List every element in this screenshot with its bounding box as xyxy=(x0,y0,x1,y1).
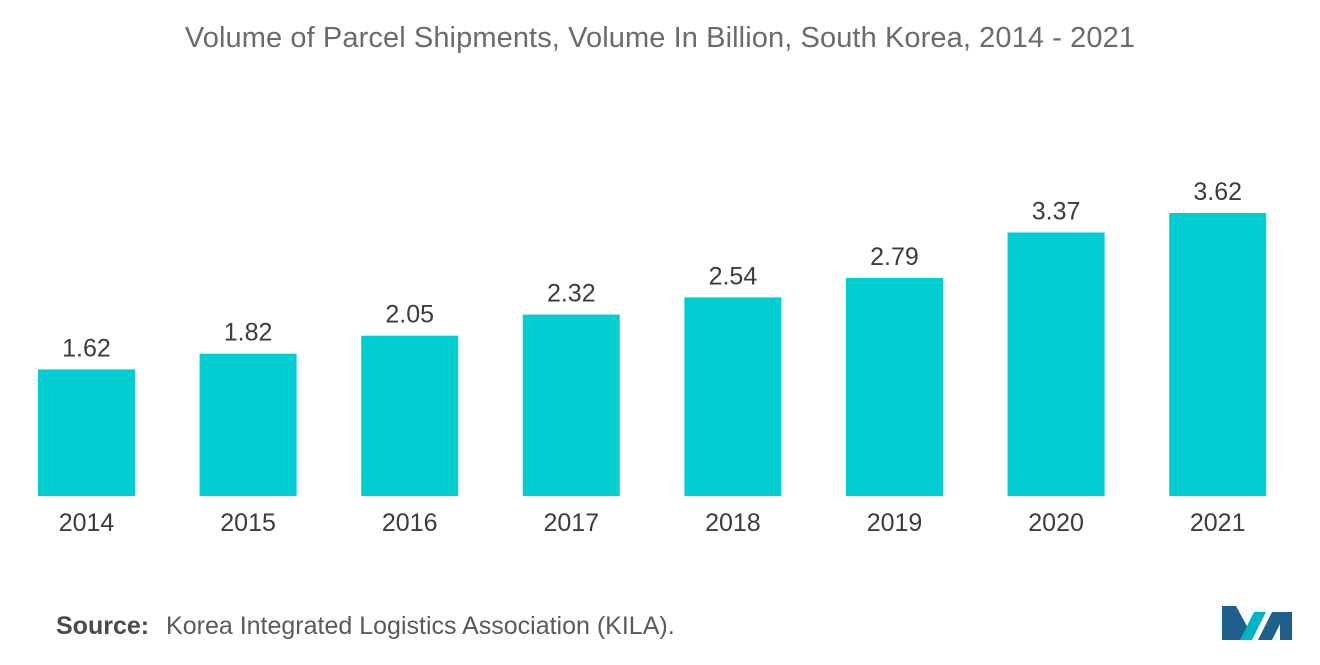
value-label-2014: 1.62 xyxy=(62,334,111,362)
bar-2015 xyxy=(199,353,297,496)
source-note: Source: Korea Integrated Logistics Assoc… xyxy=(56,612,675,641)
x-tick-label-2021: 2021 xyxy=(1190,509,1246,537)
x-tick-label-2019: 2019 xyxy=(867,509,923,537)
x-tick-label-2016: 2016 xyxy=(382,509,438,537)
value-label-2020: 3.37 xyxy=(1032,198,1081,226)
x-tick-label-2014: 2014 xyxy=(59,509,115,537)
value-labels-group: 1.62 1.82 2.05 2.32 2.54 2.79 3.37 3.62 xyxy=(62,178,1242,362)
x-tick-label-2018: 2018 xyxy=(705,509,761,537)
bar-2020 xyxy=(1007,232,1105,496)
bar-2014 xyxy=(38,369,135,496)
bar-2016 xyxy=(361,335,459,496)
bar-2018 xyxy=(684,297,782,496)
bar-chart: 1.621.822.052.322.542.793.373.62 2014 201… xyxy=(38,178,1267,537)
logo-shape-right xyxy=(1258,612,1292,640)
bar-2019 xyxy=(846,277,943,496)
chart-title: Volume of Parcel Shipments, Volume In Bi… xyxy=(184,22,1136,54)
value-label-2015: 1.82 xyxy=(224,319,273,347)
bars-group xyxy=(38,213,1267,496)
source-text: Korea Integrated Logistics Association (… xyxy=(166,612,675,640)
x-tick-label-2020: 2020 xyxy=(1028,509,1084,537)
value-label-2016: 2.05 xyxy=(385,301,434,329)
logo-shape-left xyxy=(1222,606,1248,640)
source-label: Source: xyxy=(56,612,150,640)
bar-2021 xyxy=(1169,213,1267,496)
logo-shape-mid xyxy=(1240,612,1266,640)
value-label-2021: 3.62 xyxy=(1193,178,1242,206)
value-label-2017: 2.32 xyxy=(547,280,596,308)
value-label-2019: 2.79 xyxy=(870,243,919,271)
x-tick-label-2015: 2015 xyxy=(220,509,276,537)
mordor-logo-icon xyxy=(1222,606,1292,640)
bar-2017 xyxy=(522,314,620,496)
x-axis-tick-labels: 2014 2015 2016 2017 2018 2019 2020 2021 xyxy=(59,509,1246,537)
x-tick-label-2017: 2017 xyxy=(543,509,599,537)
value-label-2018: 2.54 xyxy=(709,262,758,290)
